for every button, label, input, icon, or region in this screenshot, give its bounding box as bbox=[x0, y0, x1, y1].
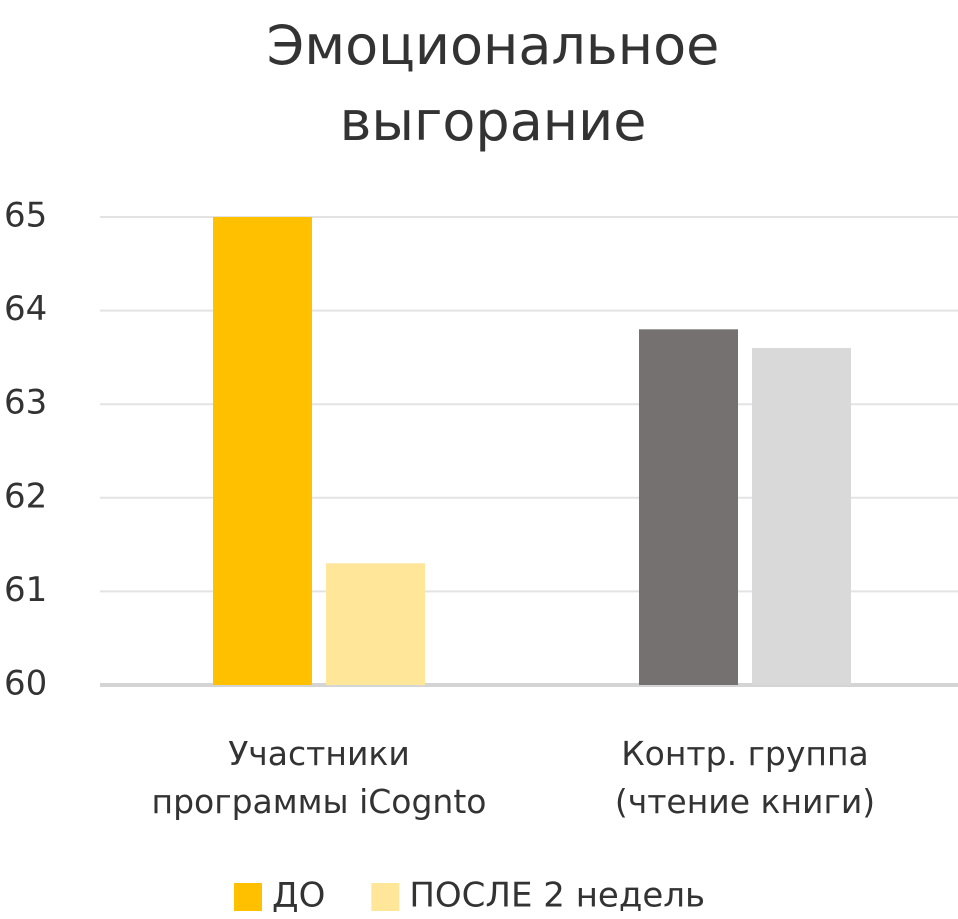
y-tick-label: 62 bbox=[4, 476, 47, 516]
legend-label: ДО bbox=[272, 876, 325, 916]
x-tick-label: Контр. группа (чтение книги) bbox=[614, 734, 876, 821]
legend-label: ПОСЛЕ 2 недель bbox=[409, 876, 705, 916]
bar bbox=[639, 329, 738, 685]
bar bbox=[326, 563, 425, 685]
bar bbox=[213, 217, 312, 685]
y-tick-label: 60 bbox=[4, 664, 47, 704]
bar bbox=[752, 348, 851, 685]
y-tick-label: 65 bbox=[4, 196, 47, 236]
y-tick-label: 64 bbox=[4, 289, 47, 329]
chart-title: Эмоциональное выгорание bbox=[266, 14, 720, 153]
legend-swatch bbox=[371, 883, 400, 911]
y-tick-label: 61 bbox=[4, 570, 47, 610]
legend-swatch bbox=[234, 883, 262, 911]
y-tick-label: 63 bbox=[4, 383, 47, 423]
x-tick-label: Участники программы iCognto bbox=[151, 734, 487, 821]
